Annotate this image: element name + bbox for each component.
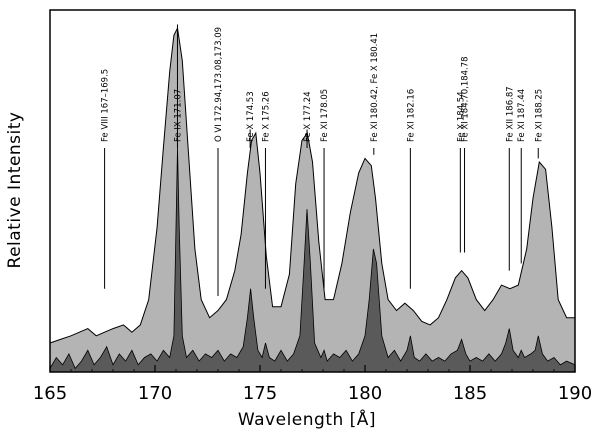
annotation-label: Fe X 175.26 — [261, 91, 271, 142]
x-tick-label: 190 — [558, 383, 592, 404]
x-tick-label: 170 — [138, 383, 172, 404]
annotation-label: Fe X 184.54 — [456, 91, 466, 142]
plot-area: Fe VIII 167–169.5 Fe IX 171.07 O VI 172.94… — [49, 24, 576, 373]
x-tick-label: 175 — [243, 383, 277, 404]
annotation-label: Fe XI 187.44 — [517, 89, 527, 142]
y-axis-title: Relative Intensity — [5, 112, 25, 269]
x-tick-label: 165 — [33, 383, 67, 404]
annotation-label: Fe X 174.53 — [246, 91, 256, 142]
annotation-label: Fe VIII 167–169.5 — [101, 69, 111, 142]
plot-frame — [49, 9, 576, 373]
annotation-label: Fe XII 186.87 — [505, 86, 515, 142]
annotation-label: Fe XI 178.05 — [320, 89, 330, 142]
annotation-label: Fe XI 188.25 — [534, 89, 544, 142]
line-annotations: Fe VIII 167–169.5 Fe IX 171.07 O VI 172.94… — [101, 24, 544, 296]
x-tick-label: 180 — [348, 383, 382, 404]
annotation-label: O VI 172.94,173.08,173.09 — [214, 27, 224, 142]
annotation-label: Fe X 177.24 — [303, 91, 313, 142]
annotation-label: Fe XI 184.70,184.78 — [461, 56, 471, 142]
annotation-label: Fe IX 171.07 — [173, 89, 183, 142]
annotation-label: Fe XI 182.16 — [406, 89, 416, 142]
x-axis-ticks: 165 170 175 180 185 190 — [33, 365, 592, 404]
annotation-label: Fe XI 180.42, Fe X 180.41 — [370, 33, 380, 142]
x-tick-label: 185 — [453, 383, 487, 404]
x-axis-title: Wavelength [Å] — [238, 408, 376, 430]
narrow-spectrum-area — [49, 147, 576, 373]
